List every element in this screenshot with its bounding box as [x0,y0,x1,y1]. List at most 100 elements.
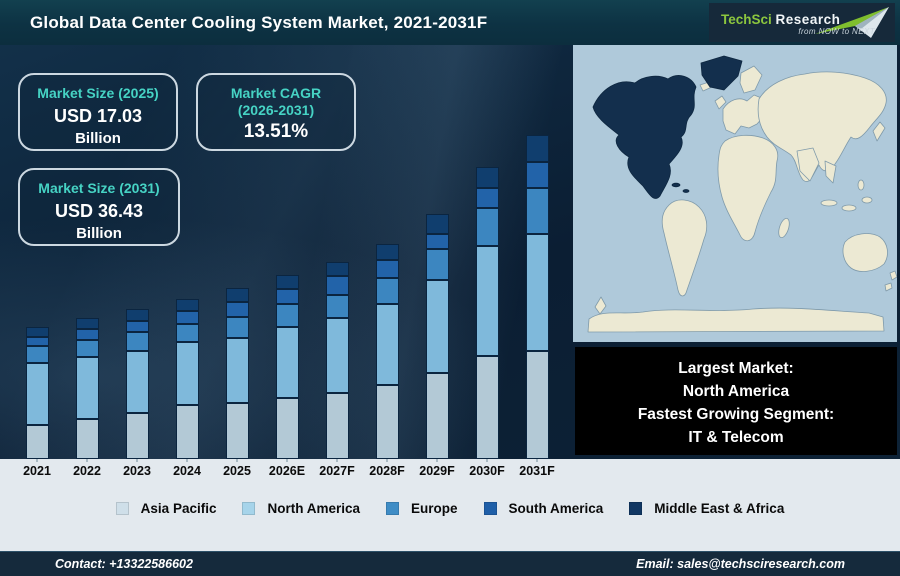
bar-segment [25,346,49,363]
largest-market-value: North America [682,383,790,400]
market-size-2031-unit: Billion [76,225,122,242]
bar-segment [175,324,199,342]
logo-brand-secondary: Research [775,12,841,27]
bar-segment [375,244,399,260]
x-axis-tick [36,459,38,462]
bar-segment [75,357,99,419]
legend-label: Asia Pacific [140,501,217,516]
legend-label: Middle East & Africa [654,501,785,516]
bar-2024 [175,299,199,459]
chart-panel: Market Size (2025) USD 17.03 Billion Mar… [0,45,900,459]
x-axis-label: 2023 [123,464,151,478]
market-size-2031-value: USD 36.43 [54,201,144,221]
bar-segment [325,276,349,295]
bar-segment [125,309,149,321]
bar-segment [75,318,99,329]
largest-market-label: Largest Market: [678,360,794,377]
world-map-image [573,45,898,342]
techsci-logo: TechSci Research from NOW to NEXT [709,3,895,42]
bar-segment [325,262,349,276]
bar-segment [75,419,99,459]
bar-segment [125,321,149,332]
bar-segment [525,234,549,351]
legend-swatch [115,502,129,515]
bar-segment [225,403,249,459]
legend-item: Europe [386,501,458,516]
bar-segment [425,214,449,234]
market-size-2025-unit: Billion [75,130,121,147]
bar-segment [125,332,149,351]
x-axis-label: 2021 [23,464,51,478]
bar-segment [25,363,49,425]
bar-segment [275,289,299,304]
bar-segment [375,304,399,385]
fastest-segment-label: Fastest Growing Segment: [637,406,835,423]
bar-segment [525,188,549,234]
bar-segment [475,356,499,459]
bar-segment [475,167,499,188]
logo-arrow-icon [815,7,889,38]
x-axis-tick [386,459,388,462]
x-axis-label: 2026E [268,464,306,478]
bar-segment [225,317,249,338]
bar-segment [325,318,349,393]
bar-segment [375,260,399,278]
market-cagr-label-line1: Market CAGR [230,85,322,101]
bar-segment [275,304,299,327]
bar-segment [525,351,549,459]
chart-legend: Asia Pacific North America Europe South Ame… [0,501,900,516]
bar-segment [375,385,399,459]
legend-item: Middle East & Africa [629,501,784,516]
bar-segment [525,162,549,188]
bar-2030F [475,167,499,459]
bar-segment [175,311,199,324]
bar-2022 [75,318,99,459]
market-size-2025-label: Market Size (2025) [37,85,159,101]
legend-label: Europe [411,501,458,516]
legend-swatch [386,502,399,515]
bar-segment [225,338,249,403]
market-cagr-value: 13.51% [243,121,309,142]
world-map [573,45,898,342]
bar-segment [125,413,149,459]
bar-segment [175,342,199,405]
legend-swatch [483,502,497,515]
legend-item: South America [483,501,604,516]
bar-segment [475,246,499,356]
bar-segment [175,405,199,459]
legend-item: Asia Pacific [115,501,217,516]
legend-item: North America [242,501,360,516]
x-axis-tick [186,459,188,462]
x-axis-label: 2031F [519,464,555,478]
bar-segment [325,295,349,318]
bar-segment [25,425,49,459]
bar-2027F [325,262,349,459]
bar-segment [125,351,149,413]
contact-text: Contact: +13322586602 [55,557,193,571]
bar-segment [275,398,299,459]
x-axis-tick [336,459,338,462]
page-title: Global Data Center Cooling System Market… [30,12,488,32]
x-axis-label: 2025 [223,464,251,478]
legend-label: North America [267,501,360,516]
x-axis-tick [486,459,488,462]
x-axis-label: 2027F [319,464,355,478]
logo-brand-primary: TechSci [721,12,772,27]
bar-segment [25,327,49,337]
bar-segment [425,280,449,373]
x-axis-tick [86,459,88,462]
market-highlight-box: Largest Market: North America Fastest Gr… [575,347,897,455]
bar-segment [475,208,499,246]
market-size-2025-box: Market Size (2025) USD 17.03 Billion [18,73,178,151]
x-axis-tick [536,459,538,462]
bar-segment [425,373,449,459]
bar-segment [425,249,449,280]
axis-and-legend-strip: 2021 2022 2023 2024 2025 2026E 2027F 2028F 2029F… [0,459,900,551]
legend-label: South America [508,501,604,516]
bar-segment [425,234,449,249]
legend-swatch [629,502,643,515]
x-axis-label: 2028F [369,464,405,478]
bar-2028F [375,244,399,459]
x-axis-tick [236,459,238,462]
